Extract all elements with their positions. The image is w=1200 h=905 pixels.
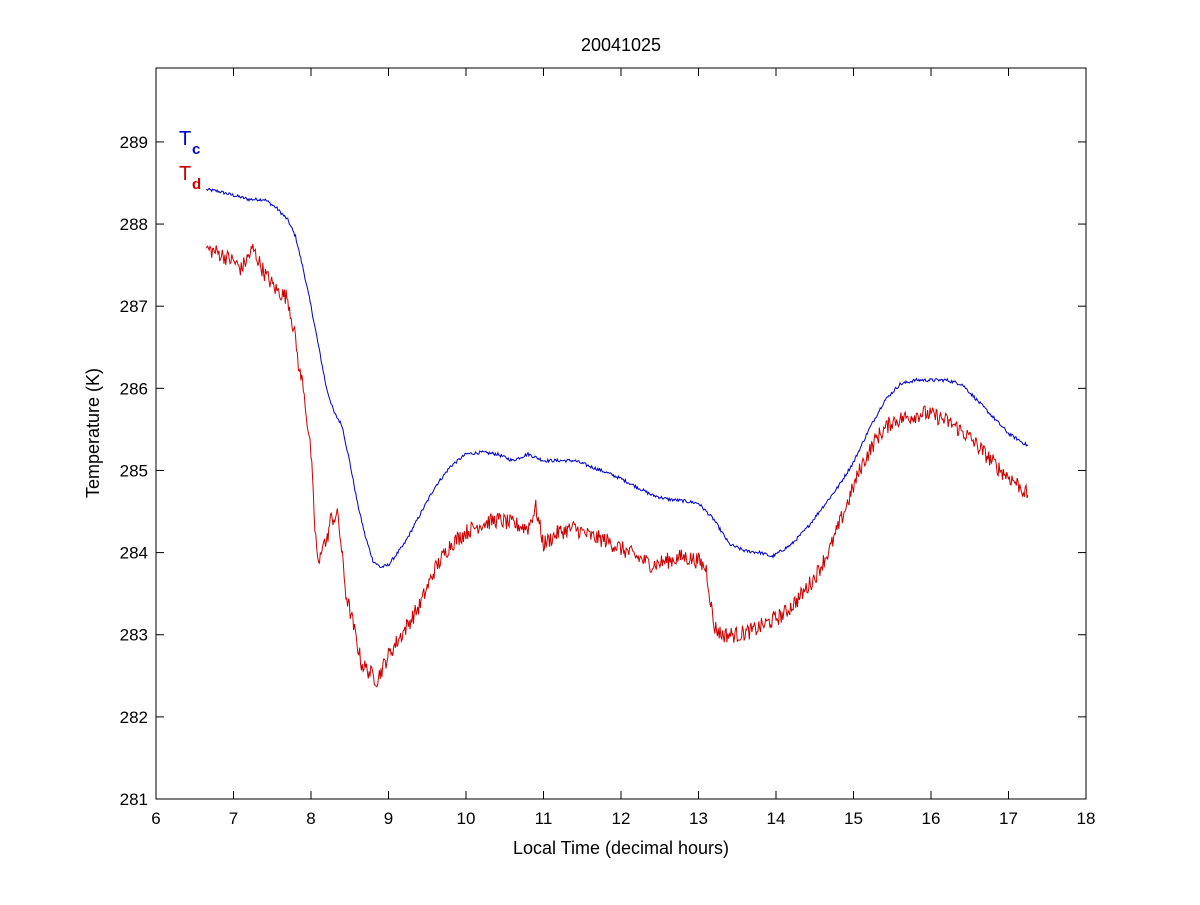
y-tick-label: 288 xyxy=(120,215,148,234)
y-tick-label: 285 xyxy=(120,461,148,480)
plot-frame xyxy=(155,67,1087,800)
chart-title: 20041025 xyxy=(581,35,661,55)
tick-layer: 6 7 8 9 10 11 12 13 14 15 16 17 18 281 282 283 284 285 286… xyxy=(120,68,1096,828)
x-tick-label: 7 xyxy=(229,809,238,828)
legend-label-subscript: d xyxy=(192,176,201,193)
legend-entry-td: T d xyxy=(179,163,201,193)
y-tick-label: 282 xyxy=(120,708,148,727)
x-tick-label: 15 xyxy=(844,809,863,828)
x-tick-label: 18 xyxy=(1077,809,1096,828)
series-layer xyxy=(205,187,1029,688)
x-tick-label: 8 xyxy=(306,809,315,828)
x-tick-label: 16 xyxy=(922,809,941,828)
legend-label-main: T xyxy=(179,128,191,150)
x-tick-label: 11 xyxy=(535,809,553,828)
legend-entry-tc: T c xyxy=(179,128,200,158)
x-tick-label: 12 xyxy=(612,809,631,828)
legend-label-main: T xyxy=(179,163,191,185)
x-tick-label: 13 xyxy=(689,809,708,828)
y-tick-label: 281 xyxy=(120,790,148,809)
x-tick-label: 9 xyxy=(384,809,393,828)
y-tick-label: 284 xyxy=(120,544,148,563)
x-tick-label: 14 xyxy=(767,809,786,828)
x-tick-label: 17 xyxy=(999,809,1018,828)
x-axis-label: Local Time (decimal hours) xyxy=(513,838,729,858)
y-axis-label: Temperature (K) xyxy=(83,368,103,498)
series-line-td xyxy=(205,243,1029,688)
y-tick-label: 287 xyxy=(120,297,148,316)
y-tick-label: 289 xyxy=(120,133,148,152)
legend-label-subscript: c xyxy=(192,141,200,158)
y-tick-label: 283 xyxy=(120,626,148,645)
x-tick-label: 10 xyxy=(457,809,476,828)
plot-area xyxy=(156,68,1086,799)
y-tick-label: 286 xyxy=(120,379,148,398)
legend: T c T d xyxy=(179,128,201,193)
series-line-tc xyxy=(205,187,1029,569)
x-tick-label: 6 xyxy=(151,809,160,828)
